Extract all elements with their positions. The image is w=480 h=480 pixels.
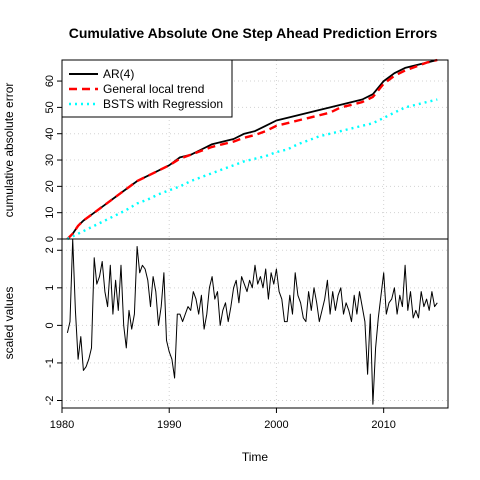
- bottom-panel-frame: [61, 238, 449, 409]
- chart-title: Cumulative Absolute One Step Ahead Predi…: [69, 25, 438, 41]
- scaled-values-line: [66, 238, 438, 405]
- top-y-tick-label: 30: [44, 154, 56, 166]
- bottom-y-tick-label: 2: [44, 247, 56, 253]
- series-line-1: [66, 59, 438, 240]
- top-y-tick-label: 10: [44, 207, 56, 219]
- bottom-panel-series: [66, 238, 438, 405]
- x-tick-label: 2010: [371, 419, 395, 431]
- top-y-tick-label: 20: [44, 180, 56, 192]
- top-y-axis-label: cumulative absolute error: [2, 83, 16, 218]
- top-panel-series: [66, 58, 438, 241]
- top-y-tick-label: 0: [44, 236, 56, 242]
- bottom-y-tick-label: 0: [44, 322, 56, 328]
- x-axis-label: Time: [242, 450, 269, 464]
- x-tick-label: 2000: [264, 419, 288, 431]
- series-line-3: [66, 98, 438, 241]
- x-tick-label: 1980: [50, 419, 74, 431]
- x-axis: 1980 1990 2000 2010: [50, 408, 396, 431]
- x-tick-label: 1990: [157, 419, 181, 431]
- legend-entry-3: BSTS with Regression: [103, 97, 223, 111]
- top-y-tick-label: 60: [44, 75, 56, 87]
- legend-entry-2: General local trend: [103, 82, 204, 96]
- top-y-tick-label: 40: [44, 128, 56, 140]
- bottom-y-tick-label: 1: [44, 285, 56, 291]
- bottom-y-axis: -2 -1 0 1 2: [44, 247, 62, 405]
- series-line-2: [66, 58, 438, 240]
- bottom-y-tick-label: -1: [44, 358, 56, 368]
- bottom-panel-grid: [61, 239, 448, 408]
- bottom-y-tick-label: -2: [44, 396, 56, 406]
- top-y-axis: 0 10 20 30 40 50 60: [44, 75, 62, 242]
- bottom-y-axis-label: scaled values: [2, 287, 16, 360]
- legend-box: [61, 59, 233, 118]
- top-y-tick-label: 50: [44, 101, 56, 113]
- legend-entry-1: AR(4): [103, 67, 134, 81]
